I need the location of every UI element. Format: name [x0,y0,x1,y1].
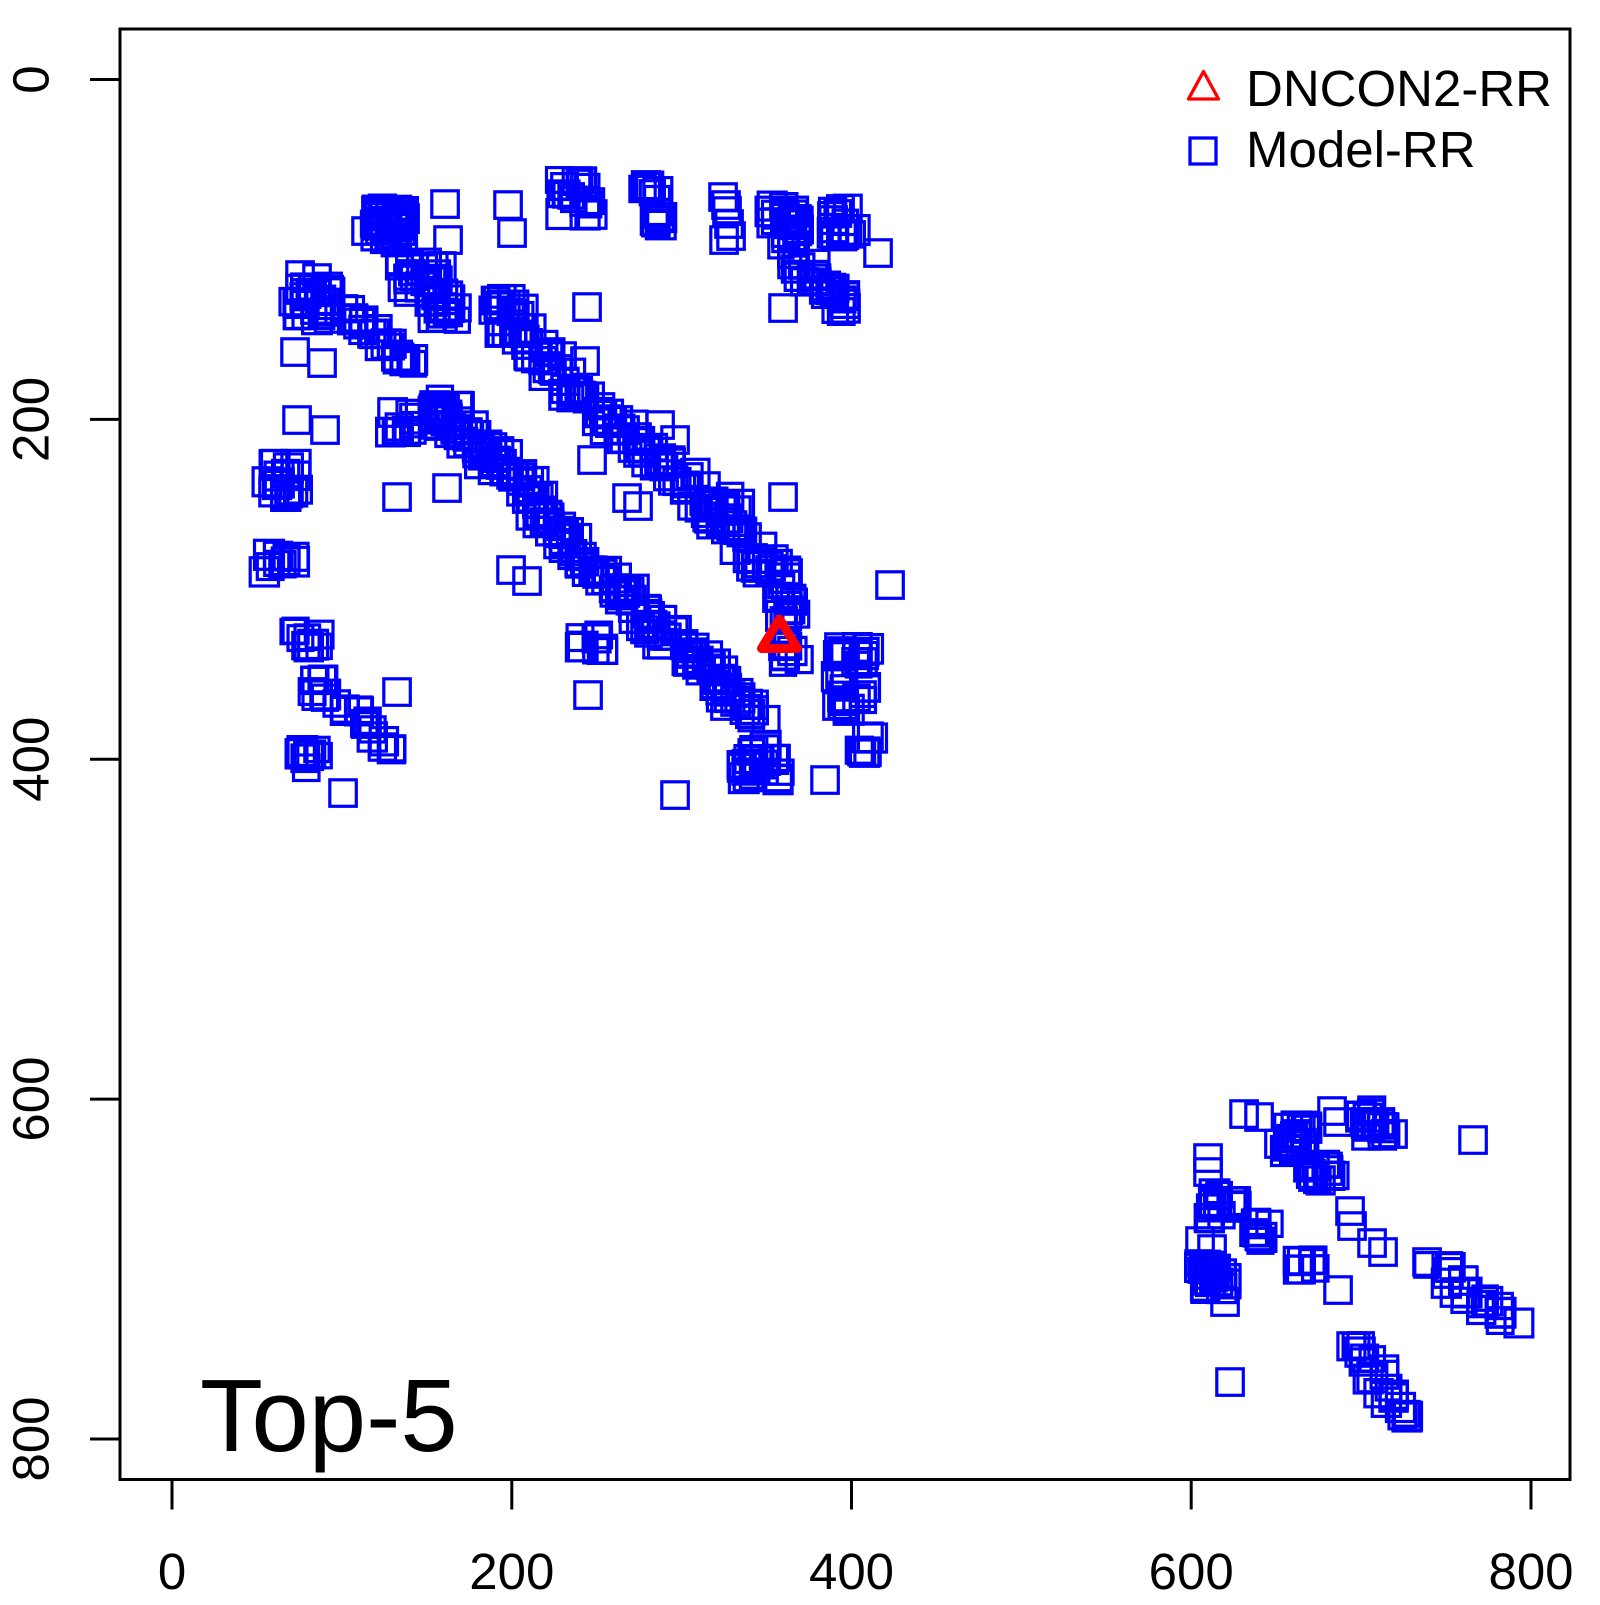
svg-text:800: 800 [3,1396,60,1481]
svg-text:DNCON2-RR: DNCON2-RR [1246,60,1552,117]
svg-text:400: 400 [3,717,60,802]
svg-text:0: 0 [158,1543,186,1600]
svg-text:0: 0 [3,65,60,93]
svg-text:Top-5: Top-5 [200,1358,458,1473]
svg-text:Model-RR: Model-RR [1246,121,1476,178]
svg-text:400: 400 [809,1543,894,1600]
svg-text:200: 200 [469,1543,554,1600]
svg-text:600: 600 [3,1057,60,1142]
svg-text:800: 800 [1488,1543,1573,1600]
svg-text:600: 600 [1149,1543,1234,1600]
svg-text:200: 200 [3,377,60,462]
